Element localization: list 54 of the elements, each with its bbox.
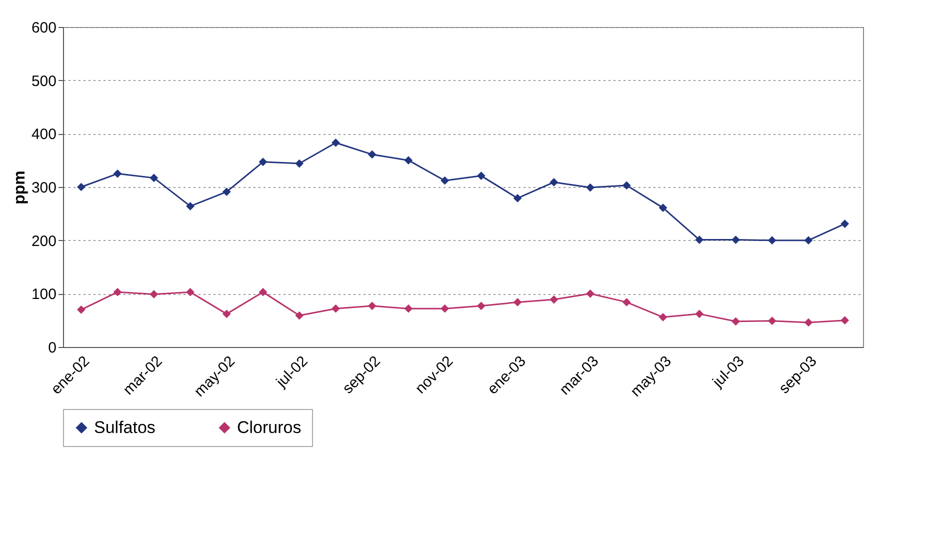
point (77, 305, 86, 314)
y-axis-title: ppm (11, 170, 28, 204)
point (368, 302, 376, 310)
y-tick-label: 400 (31, 126, 56, 144)
point (258, 158, 268, 166)
point (804, 318, 813, 327)
point (586, 183, 594, 192)
point (768, 236, 776, 245)
y-tick-label: 200 (31, 232, 56, 250)
point (622, 181, 631, 190)
point (477, 172, 486, 180)
legend-label: Sulfatos (94, 418, 156, 437)
point (295, 159, 304, 168)
point (332, 138, 340, 147)
point (622, 298, 631, 306)
point (295, 311, 304, 320)
point (440, 176, 449, 185)
point (332, 304, 340, 313)
point (150, 290, 158, 298)
point (222, 310, 231, 318)
point (513, 194, 522, 202)
point (113, 288, 122, 296)
point (440, 304, 449, 313)
point (150, 174, 158, 182)
point (113, 169, 122, 178)
point (768, 316, 776, 326)
point (695, 236, 704, 244)
point (186, 288, 194, 296)
y-tick-label: 300 (31, 180, 56, 196)
y-tick-label: 500 (31, 72, 56, 90)
point (732, 317, 740, 326)
point (258, 288, 268, 296)
point (222, 188, 231, 196)
point (804, 236, 813, 245)
point (550, 295, 558, 304)
point (368, 150, 376, 159)
point (513, 298, 522, 306)
point (77, 182, 86, 192)
point (477, 302, 486, 310)
point (732, 236, 740, 244)
point (695, 310, 704, 318)
point (658, 204, 668, 212)
point (186, 202, 194, 210)
legend-label: Cloruros (237, 418, 302, 437)
y-tick-label: 100 (31, 286, 56, 304)
point (404, 304, 413, 313)
point (404, 156, 413, 165)
point (658, 312, 668, 322)
point (550, 178, 558, 186)
point (586, 289, 594, 298)
y-tick-label: 0 (48, 340, 56, 356)
point (840, 220, 849, 228)
y-tick-label: 600 (31, 20, 56, 36)
point (840, 316, 849, 325)
